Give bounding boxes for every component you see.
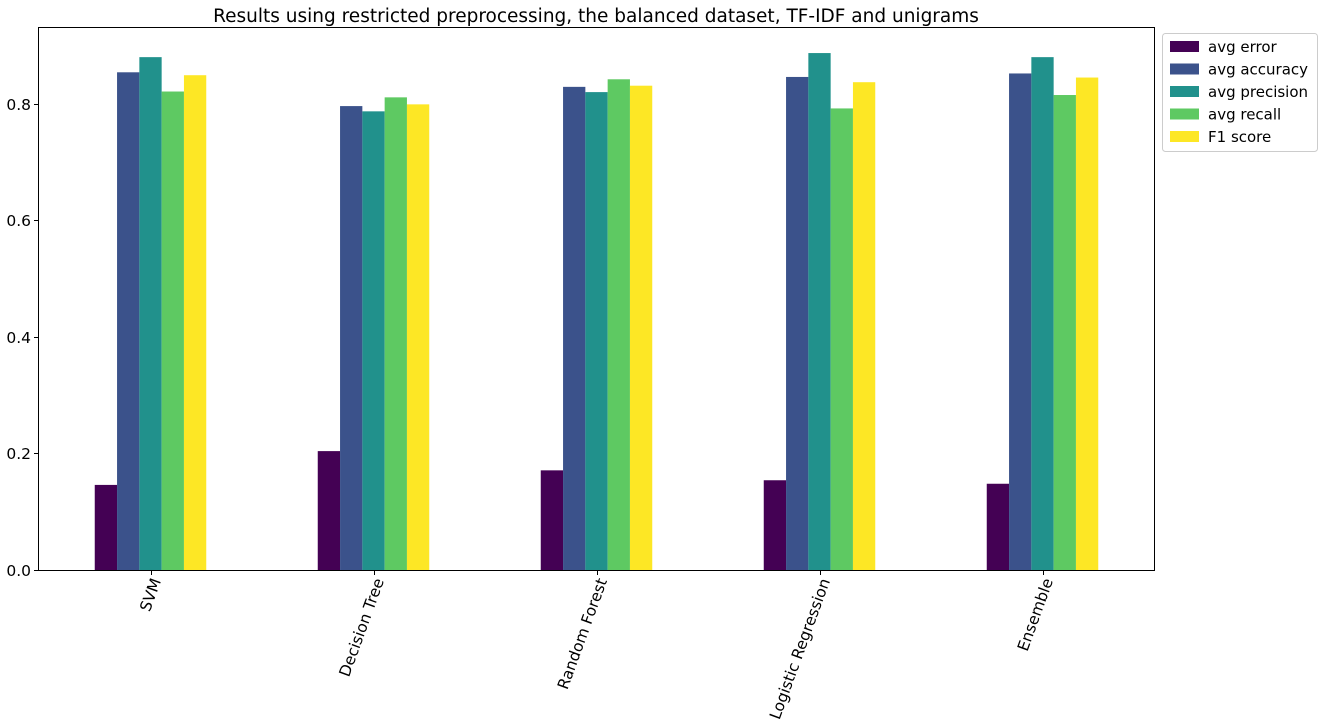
legend-frame — [1162, 33, 1318, 152]
legend-swatch — [1170, 63, 1199, 75]
bar — [1031, 57, 1054, 570]
x-tick-label: Random Forest — [554, 576, 611, 692]
legend-item: avg precision — [1170, 83, 1308, 101]
legend-item: avg recall — [1170, 106, 1281, 124]
bar — [183, 75, 207, 571]
series-f1-score — [183, 75, 1099, 571]
bar — [384, 97, 407, 570]
bar — [317, 451, 341, 570]
chart-title: Results using restricted preprocessing, … — [213, 6, 979, 27]
y-tick-label: 0.0 — [6, 562, 31, 580]
y-tick-label: 0.6 — [6, 212, 31, 230]
y-axis: 0.0 0.2 0.4 0.6 0.8 — [6, 96, 39, 580]
bar — [986, 483, 1010, 570]
series-avg-recall — [161, 79, 1076, 571]
legend-swatch — [1170, 108, 1199, 120]
y-tick-label: 0.8 — [6, 96, 31, 114]
legend: avg error avg accuracy avg precision avg re… — [1162, 33, 1318, 152]
x-tick-label: SVM — [136, 576, 164, 614]
bar — [830, 108, 853, 571]
bars — [94, 53, 1099, 571]
legend-swatch — [1170, 131, 1199, 142]
y-tick-label: 0.4 — [6, 329, 31, 347]
bar — [585, 92, 608, 571]
legend-label: F1 score — [1208, 128, 1271, 146]
bar — [406, 104, 430, 570]
bar — [362, 111, 385, 570]
legend-swatch — [1170, 86, 1199, 97]
bar — [763, 480, 787, 570]
series-avg-precision — [139, 53, 1054, 571]
legend-item: F1 score — [1170, 128, 1271, 146]
bar — [139, 57, 162, 570]
bar — [808, 53, 831, 571]
legend-label: avg precision — [1208, 83, 1308, 101]
bar — [786, 76, 809, 570]
x-tick-label: Ensemble — [1014, 576, 1057, 654]
legend-label: avg accuracy — [1208, 61, 1308, 79]
x-axis: SVM Decision Tree Random Forest Logistic Re… — [136, 570, 1057, 722]
y-tick-label: 0.2 — [6, 445, 31, 463]
bar — [340, 106, 363, 570]
legend-label: avg error — [1208, 38, 1278, 56]
bar — [161, 91, 184, 571]
series-avg-accuracy — [117, 72, 1032, 571]
series-avg-error — [94, 451, 1010, 570]
x-tick-label: Decision Tree — [336, 576, 388, 679]
legend-item: avg error — [1170, 38, 1278, 56]
x-tick-label: Logistic Regression — [766, 576, 834, 722]
bar — [607, 79, 630, 570]
bar — [94, 484, 118, 570]
legend-item: avg accuracy — [1170, 61, 1308, 79]
bar — [540, 470, 564, 570]
legend-swatch — [1170, 41, 1199, 52]
bar — [1053, 95, 1076, 571]
plot-frame — [38, 27, 1155, 571]
bar — [1075, 77, 1099, 570]
bar — [563, 86, 586, 571]
legend-label: avg recall — [1208, 106, 1281, 124]
bar — [1009, 73, 1032, 571]
bar — [852, 82, 876, 570]
bar — [117, 72, 140, 570]
bar — [629, 85, 653, 570]
